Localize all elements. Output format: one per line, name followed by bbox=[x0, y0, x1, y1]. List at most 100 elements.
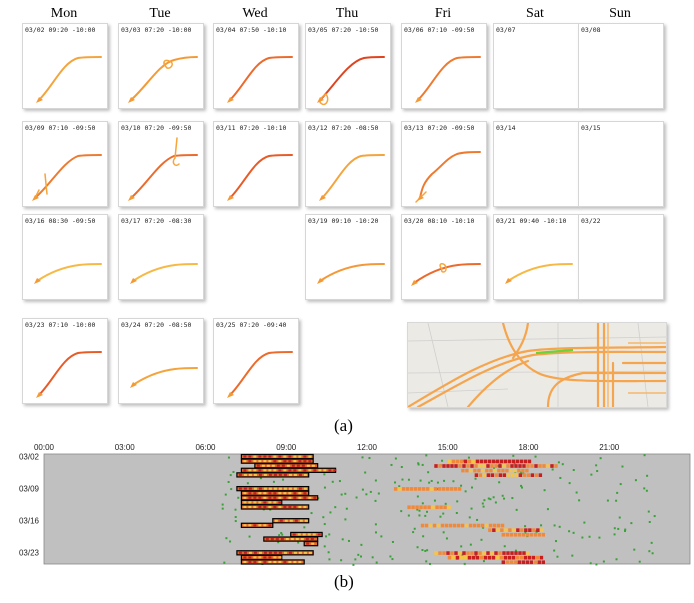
activity-cell bbox=[505, 560, 509, 565]
trajectory-start-arrow bbox=[505, 278, 512, 284]
commute-bar bbox=[240, 522, 274, 528]
activity-cell bbox=[466, 551, 470, 555]
activity-cell bbox=[474, 473, 479, 477]
activity-cell bbox=[494, 473, 499, 477]
activity-cell bbox=[518, 464, 522, 468]
gps-point bbox=[400, 510, 403, 513]
commute-cell bbox=[298, 505, 302, 509]
gps-point bbox=[360, 555, 363, 558]
day-cell-label: 03/17 07:20 -08:30 bbox=[121, 217, 192, 225]
x-tick-label: 15:00 bbox=[438, 443, 459, 452]
gps-point bbox=[424, 549, 427, 552]
activity-cell bbox=[438, 464, 442, 468]
gps-point bbox=[278, 534, 281, 537]
commute-cell bbox=[298, 455, 302, 458]
commute-cell bbox=[253, 524, 257, 527]
gps-point bbox=[422, 535, 425, 538]
commute-cell bbox=[293, 460, 297, 463]
activity-cell bbox=[498, 464, 502, 468]
y-tick-label: 03/09 bbox=[19, 484, 40, 493]
commute-cell bbox=[248, 524, 252, 527]
trajectory-start-arrow bbox=[417, 195, 424, 201]
day-cell-label: 03/16 08:30 -09:50 bbox=[25, 217, 96, 225]
commute-bar bbox=[240, 559, 305, 565]
activity-cell bbox=[514, 464, 518, 468]
gps-point bbox=[520, 484, 523, 487]
activity-cell bbox=[519, 555, 524, 560]
activity-cell bbox=[503, 459, 508, 464]
activity-cell bbox=[421, 487, 426, 491]
activity-cell bbox=[444, 523, 449, 528]
commute-cell bbox=[283, 469, 287, 472]
activity-cell bbox=[540, 528, 544, 532]
day-cell: 03/05 07:20 -10:50 bbox=[305, 23, 391, 109]
gps-point bbox=[418, 509, 421, 512]
trajectory-start-arrow bbox=[130, 278, 137, 284]
commute-cell bbox=[266, 464, 270, 467]
trajectory-path bbox=[36, 263, 102, 282]
gps-point bbox=[416, 546, 419, 549]
gps-point bbox=[407, 514, 410, 517]
commute-cell bbox=[268, 501, 272, 504]
gps-point bbox=[571, 554, 574, 557]
activity-cell bbox=[445, 487, 450, 491]
activity-cell bbox=[506, 473, 511, 477]
gps-point bbox=[234, 508, 237, 511]
activity-cell bbox=[439, 505, 443, 510]
trajectory-path bbox=[132, 367, 198, 386]
activity-cell bbox=[490, 551, 494, 555]
activity-cell bbox=[487, 459, 492, 464]
activity-cell bbox=[401, 487, 406, 491]
commute-cell bbox=[333, 469, 337, 472]
commute-cell bbox=[278, 487, 282, 490]
gps-point bbox=[338, 480, 341, 483]
activity-cell bbox=[469, 468, 473, 473]
gps-point bbox=[391, 558, 394, 561]
activity-cell bbox=[483, 555, 488, 560]
commute-cell bbox=[298, 487, 302, 490]
commute-cell bbox=[283, 505, 287, 509]
commute-cell bbox=[278, 560, 282, 564]
activity-cell bbox=[518, 551, 522, 555]
gps-point bbox=[617, 527, 620, 530]
commute-cell bbox=[303, 455, 307, 458]
activity-cell bbox=[514, 551, 518, 555]
commute-cell bbox=[256, 464, 260, 467]
activity-cell bbox=[407, 505, 411, 510]
commute-cell bbox=[281, 464, 285, 467]
commute-cell bbox=[258, 473, 262, 476]
commute-cell bbox=[305, 538, 309, 541]
activity-cell bbox=[524, 528, 528, 532]
activity-cell bbox=[502, 464, 506, 468]
gps-point bbox=[482, 505, 485, 508]
gps-point bbox=[524, 531, 527, 534]
gps-point bbox=[482, 560, 485, 563]
gps-point bbox=[643, 487, 646, 490]
activity-cell bbox=[546, 464, 550, 468]
gps-point bbox=[559, 476, 562, 479]
gps-point bbox=[630, 522, 633, 525]
gps-point bbox=[561, 463, 564, 466]
activity-cell bbox=[517, 468, 521, 473]
commute-cell bbox=[238, 473, 242, 476]
commute-cell bbox=[238, 487, 242, 490]
commute-cell bbox=[293, 455, 297, 458]
gps-point bbox=[354, 558, 357, 561]
commute-cell bbox=[302, 533, 306, 536]
gps-point bbox=[230, 488, 233, 491]
x-tick-label: 12:00 bbox=[357, 443, 378, 452]
activity-cell bbox=[441, 487, 446, 491]
activity-cell bbox=[550, 464, 554, 468]
gps-point bbox=[621, 465, 624, 468]
activity-cell bbox=[534, 464, 538, 468]
gps-point bbox=[418, 514, 421, 517]
gps-point bbox=[374, 523, 377, 526]
activity-cell bbox=[463, 555, 468, 560]
gps-point bbox=[272, 480, 275, 483]
commute-cell bbox=[273, 501, 277, 504]
activity-cell bbox=[508, 528, 512, 532]
gps-point bbox=[648, 550, 651, 553]
commute-cell bbox=[243, 501, 247, 504]
commute-cell bbox=[308, 469, 312, 472]
activity-cell bbox=[436, 523, 441, 528]
